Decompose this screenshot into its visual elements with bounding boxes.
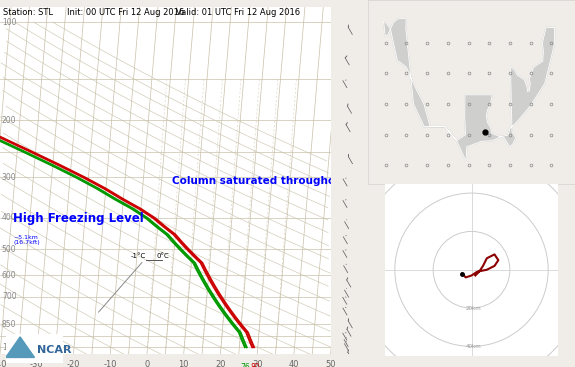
Text: 700: 700 bbox=[2, 292, 17, 301]
Text: NCAR: NCAR bbox=[37, 345, 72, 355]
Text: Init: 00 UTC Fri 12 Aug 2016: Init: 00 UTC Fri 12 Aug 2016 bbox=[67, 8, 184, 17]
Text: ~5.1km
(16.7kft): ~5.1km (16.7kft) bbox=[13, 235, 40, 245]
Polygon shape bbox=[6, 337, 34, 357]
Text: -30: -30 bbox=[30, 360, 44, 367]
Text: -10: -10 bbox=[104, 360, 117, 367]
Text: 76: 76 bbox=[241, 363, 251, 367]
Text: 20: 20 bbox=[215, 360, 225, 367]
Text: 40: 40 bbox=[289, 360, 299, 367]
Text: 30: 30 bbox=[252, 360, 262, 367]
Text: 80: 80 bbox=[250, 363, 260, 367]
Text: -20: -20 bbox=[67, 360, 80, 367]
Text: 200: 200 bbox=[2, 116, 16, 124]
Text: □ Overlay Observed Soundings (8 available): □ Overlay Observed Soundings (8 availabl… bbox=[390, 366, 547, 367]
Text: 10: 10 bbox=[178, 360, 189, 367]
Text: 500: 500 bbox=[2, 245, 17, 254]
Text: Valid: 01 UTC Fri 12 Aug 2016: Valid: 01 UTC Fri 12 Aug 2016 bbox=[176, 8, 300, 17]
Text: 850: 850 bbox=[2, 320, 16, 329]
Text: 300: 300 bbox=[2, 173, 17, 182]
Text: Station: STL: Station: STL bbox=[3, 8, 53, 17]
Text: High Freezing Level: High Freezing Level bbox=[13, 212, 144, 225]
Text: -40: -40 bbox=[0, 360, 7, 367]
Text: 600: 600 bbox=[2, 270, 17, 280]
Text: 0: 0 bbox=[144, 360, 150, 367]
Text: 40km: 40km bbox=[466, 345, 481, 349]
Text: Column saturated throughout: Column saturated throughout bbox=[172, 176, 347, 186]
Text: 20km: 20km bbox=[466, 306, 481, 311]
Text: 1000: 1000 bbox=[2, 343, 21, 352]
Text: 400: 400 bbox=[2, 214, 17, 222]
Text: 0°C: 0°C bbox=[157, 252, 170, 258]
Text: 50: 50 bbox=[325, 360, 336, 367]
Text: 100: 100 bbox=[2, 18, 16, 27]
Text: -1°C: -1°C bbox=[131, 252, 145, 258]
Polygon shape bbox=[384, 18, 555, 160]
